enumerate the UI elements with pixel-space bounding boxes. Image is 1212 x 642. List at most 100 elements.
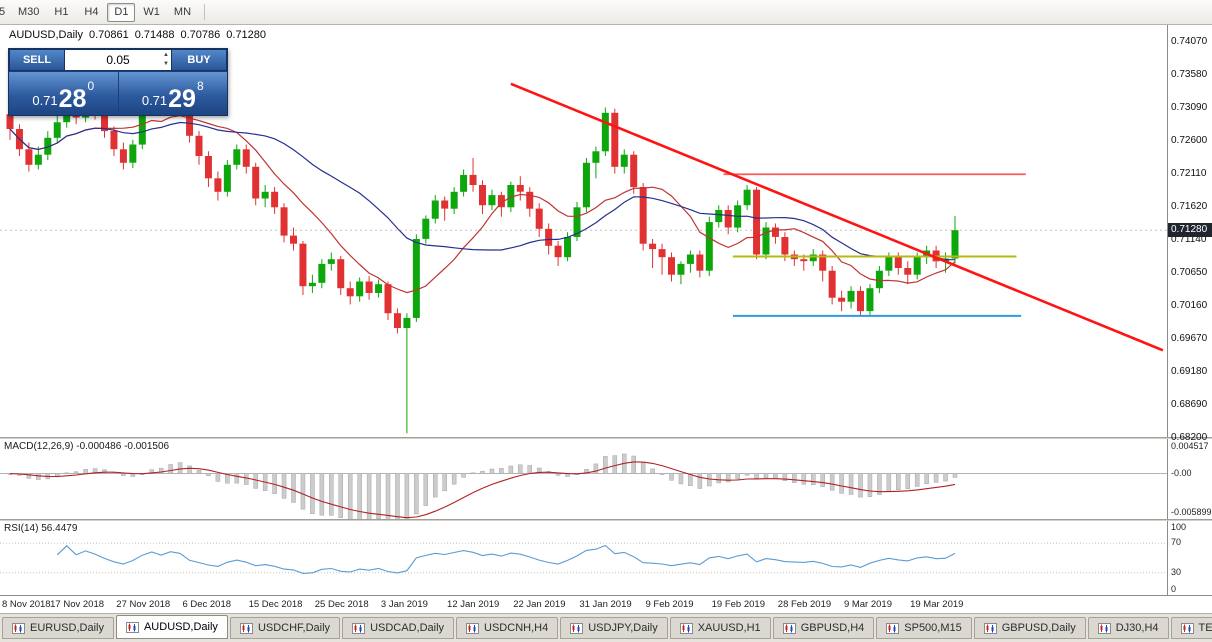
macd-indicator-panel[interactable] [0, 439, 1167, 519]
chart-tab-gbpusd-daily[interactable]: GBPUSD,Daily [973, 617, 1086, 639]
one-click-trading-panel: SELL 0.05 ▲ ▼ BUY 0.71 28 0 0.71 29 8 [8, 48, 228, 116]
downtrend-line [510, 82, 1164, 352]
price-axis-label: 0.70160 [1171, 299, 1208, 311]
macd-label: MACD(12,26,9) -0.000486 -0.001506 [4, 441, 170, 452]
bid-price[interactable]: 0.71 28 0 [9, 72, 118, 115]
date-axis-label: 6 Dec 2018 [182, 599, 232, 610]
ask-price-pip: 8 [196, 79, 204, 93]
timeframe-button-W1[interactable]: W1 [137, 3, 166, 22]
chart-tab-usdcad-daily[interactable]: USDCAD,Daily [342, 617, 455, 639]
date-axis-label: 22 Jan 2019 [513, 599, 566, 610]
chart-tab-icon [125, 621, 139, 633]
chart-tab-icon [12, 622, 25, 634]
price-axis[interactable] [1167, 25, 1212, 595]
timeframe-button-MN[interactable]: MN [168, 3, 197, 22]
chart-tab-label: USDCNH,H4 [484, 622, 549, 634]
chart-tab-icon [570, 622, 584, 634]
chart-tab-icon [466, 622, 480, 634]
ohlc-low: 0.70786 [180, 29, 221, 41]
buy-button[interactable]: BUY [171, 49, 227, 71]
ohlc-high: 0.71488 [134, 29, 175, 41]
date-axis-label: 8 Nov 2018 [2, 599, 51, 610]
chart-tab-icon [352, 622, 366, 634]
timeframe-button-5[interactable]: 5 [0, 3, 10, 22]
price-axis-label: 0.71140 [1171, 233, 1207, 245]
price-axis-label: 0.71620 [1171, 201, 1208, 213]
chart-tab-usdcnh-h4[interactable]: USDCNH,H4 [456, 617, 559, 639]
ohlc-close: 0.71280 [226, 29, 267, 41]
date-axis-label: 25 Dec 2018 [314, 599, 369, 610]
price-axis-label: 0.68200 [1171, 432, 1208, 443]
chart-tab-usdjpy-daily[interactable]: USDJPY,Daily [560, 617, 668, 639]
macd-signal-line [9, 461, 956, 519]
chart-tab-gbpusd-h4[interactable]: GBPUSD,H4 [772, 617, 875, 639]
ask-price[interactable]: 0.71 29 8 [118, 72, 227, 115]
chart-tab-tech100-h1[interactable]: TECH100,H1 [1170, 617, 1212, 639]
lot-size-value[interactable]: 0.05 [106, 53, 130, 67]
rsi-line [56, 544, 956, 574]
macd-axis-label: 0.004517 [1171, 441, 1209, 451]
timeframe-toolbar: 5 M30 H1 H4 D1 W1 MN [0, 0, 1212, 25]
date-axis-label: 28 Feb 2019 [777, 599, 832, 610]
ma-fast-line [9, 115, 956, 294]
trade-prices-row: 0.71 28 0 0.71 29 8 [9, 71, 227, 115]
price-axis-label: 0.73090 [1171, 102, 1208, 114]
timeframe-button-H1[interactable]: H1 [47, 3, 75, 22]
date-axis-label: 9 Mar 2019 [843, 599, 892, 610]
chart-symbol-label: AUDUSD,Daily [9, 29, 83, 41]
lot-decrease-button[interactable]: ▼ [163, 61, 169, 67]
panel-splitter[interactable] [0, 437, 1212, 439]
panel-splitter[interactable] [0, 519, 1212, 521]
date-axis-label: 15 Dec 2018 [248, 599, 303, 610]
chart-tab-label: DJ30,H4 [1115, 622, 1159, 634]
chart-tab-icon [782, 622, 796, 634]
chart-tab-label: EURUSD,Daily [30, 622, 104, 634]
chart-tab-label: USDCHF,Daily [257, 622, 331, 634]
chart-tab-label: AUDUSD,Daily [143, 621, 218, 633]
chart-tab-icon [239, 622, 253, 634]
bid-price-pip: 0 [87, 79, 95, 93]
lot-spinner: ▲ ▼ [163, 51, 169, 69]
price-axis-label: 0.74070 [1171, 36, 1208, 47]
chart-tab-label: GBPUSD,Daily [1001, 622, 1076, 634]
date-axis-label: 3 Jan 2019 [380, 599, 428, 610]
chart-tab-icon [1097, 622, 1111, 634]
rsi-label: RSI(14) 56.4479 [4, 523, 78, 534]
chart-tab-xauusd-h1[interactable]: XAUUSD,H1 [669, 617, 771, 639]
timeframe-button-D1[interactable]: D1 [107, 2, 136, 22]
date-axis-label: 19 Feb 2019 [711, 599, 765, 610]
ask-price-prefix: 0.71 [141, 93, 168, 108]
timeframe-button-M30[interactable]: M30 [12, 3, 45, 22]
chart-tab-icon [1180, 622, 1194, 634]
chart-tab-label: GBPUSD,H4 [800, 622, 865, 634]
ask-price-big: 29 [168, 85, 196, 113]
price-axis-label: 0.69180 [1171, 365, 1208, 377]
ma-slow-line [9, 121, 956, 261]
current-price-badge: 0.71280 [1168, 223, 1212, 238]
price-axis-label: 0.72600 [1171, 135, 1208, 147]
trade-controls-row: SELL 0.05 ▲ ▼ BUY [9, 49, 227, 71]
price-axis-label: 0.72110 [1171, 168, 1207, 180]
sell-button[interactable]: SELL [9, 49, 65, 71]
macd-axis-label: -0.00 [1171, 467, 1192, 478]
toolbar-separator [204, 4, 206, 20]
chart-tab-label: TECH100,H1 [1198, 622, 1212, 634]
rsi-axis-label: 30 [1171, 566, 1182, 577]
date-axis-label: 17 Nov 2018 [50, 599, 105, 610]
lot-increase-button[interactable]: ▲ [163, 52, 169, 58]
timeframe-button-H4[interactable]: H4 [77, 3, 105, 22]
lot-size-field[interactable]: 0.05 ▲ ▼ [65, 49, 171, 71]
price-axis-label: 0.73580 [1171, 69, 1208, 81]
chart-tab-audusd-daily[interactable]: AUDUSD,Daily [115, 615, 228, 639]
chart-tab-usdchf-daily[interactable]: USDCHF,Daily [229, 617, 341, 639]
chart-tab-label: XAUUSD,H1 [697, 622, 761, 634]
date-axis-label: 27 Nov 2018 [116, 599, 171, 610]
date-axis-label: 19 Mar 2019 [910, 599, 964, 610]
chart-tab-bar: EURUSD,Daily AUDUSD,Daily USDCHF,Daily USDC… [0, 613, 1212, 642]
chart-tab-sp500-m15[interactable]: SP500,M15 [876, 617, 972, 639]
chart-tab-eurusd-daily[interactable]: EURUSD,Daily [2, 617, 114, 639]
time-axis[interactable]: 8 Nov 2018 17 Nov 2018 27 Nov 2018 6 Dec 20… [0, 595, 1212, 613]
rsi-indicator-panel[interactable] [0, 521, 1167, 595]
chart-tab-dj30-h4[interactable]: DJ30,H4 [1087, 617, 1169, 639]
chart-tab-label: USDJPY,Daily [588, 622, 658, 634]
